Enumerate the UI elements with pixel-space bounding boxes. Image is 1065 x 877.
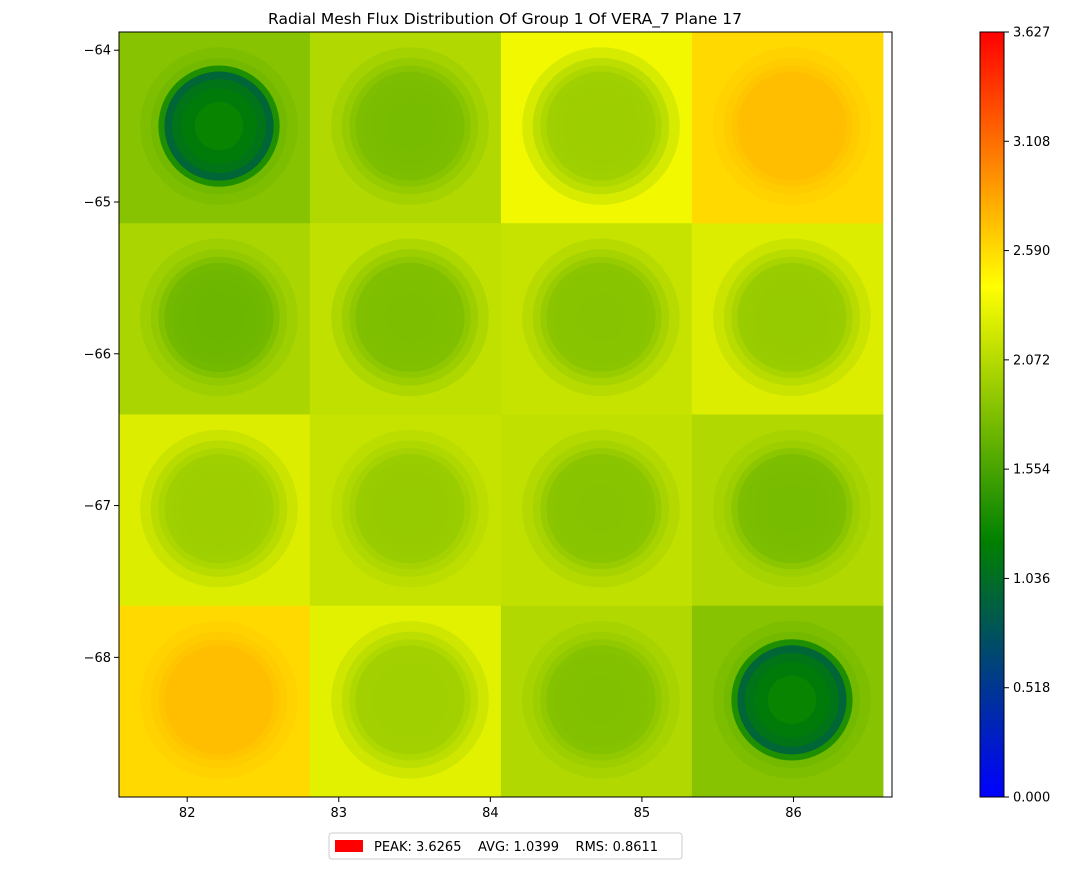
colorbar-tick-label: 1.036 bbox=[1013, 572, 1050, 587]
colorbar-tick-label: 3.627 bbox=[1013, 26, 1050, 41]
pin-cell bbox=[119, 32, 311, 224]
chart-title: Radial Mesh Flux Distribution Of Group 1… bbox=[268, 10, 742, 29]
x-tick-label: 86 bbox=[785, 806, 802, 821]
colorbar-tick-label: 1.554 bbox=[1013, 463, 1050, 478]
flux-ring bbox=[194, 675, 244, 725]
flux-ring bbox=[385, 675, 435, 725]
y-axis: −64 −65 −66 −67 −68 bbox=[84, 44, 119, 666]
pin-cell bbox=[309, 223, 502, 415]
plot-area bbox=[119, 32, 884, 797]
pin-cell bbox=[691, 414, 884, 607]
colorbar-tick-label: 2.590 bbox=[1013, 244, 1050, 259]
pin-cell bbox=[309, 605, 502, 797]
pin-cell bbox=[309, 32, 502, 224]
pin-cell bbox=[691, 605, 884, 797]
stats-legend: PEAK: 3.6265 AVG: 1.0399 RMS: 0.8611 bbox=[328, 832, 683, 860]
flux-ring bbox=[194, 293, 244, 342]
y-tick-label: −65 bbox=[84, 196, 111, 211]
x-tick-label: 85 bbox=[634, 806, 651, 821]
pin-cell bbox=[500, 414, 693, 607]
colorbar-tick-label: 0.518 bbox=[1013, 681, 1050, 696]
flux-ring bbox=[194, 484, 244, 533]
pin-cell bbox=[500, 32, 693, 224]
flux-ring bbox=[767, 675, 817, 725]
colorbar bbox=[979, 31, 1005, 798]
pin-cell bbox=[691, 32, 884, 224]
x-tick-label: 84 bbox=[482, 806, 499, 821]
flux-ring bbox=[767, 293, 817, 342]
flux-ring bbox=[576, 675, 626, 725]
legend-swatch bbox=[335, 840, 363, 852]
flux-ring bbox=[767, 101, 817, 151]
colorbar-tick-label: 0.000 bbox=[1013, 791, 1050, 806]
flux-ring bbox=[385, 101, 435, 151]
y-tick-label: −68 bbox=[84, 651, 111, 666]
legend-box bbox=[328, 832, 683, 860]
flux-ring bbox=[385, 293, 435, 342]
pin-cell bbox=[500, 223, 693, 415]
flux-ring bbox=[576, 101, 626, 151]
y-tick-label: −66 bbox=[84, 347, 111, 362]
pin-cell bbox=[309, 414, 502, 607]
flux-ring bbox=[385, 484, 435, 533]
y-tick-label: −64 bbox=[84, 44, 111, 59]
x-tick-label: 82 bbox=[179, 806, 196, 821]
flux-ring bbox=[576, 484, 626, 533]
plot-frame bbox=[118, 31, 893, 798]
colorbar-tick-label: 2.072 bbox=[1013, 353, 1050, 368]
pin-cell bbox=[119, 605, 311, 797]
pin-cell bbox=[500, 605, 693, 797]
flux-ring bbox=[767, 484, 817, 533]
x-axis: 82 83 84 85 86 bbox=[179, 797, 802, 821]
flux-ring bbox=[194, 101, 244, 151]
x-tick-label: 83 bbox=[331, 806, 348, 821]
pin-cell bbox=[119, 223, 311, 415]
pin-cell bbox=[691, 223, 884, 415]
pin-cell bbox=[119, 414, 311, 607]
flux-ring bbox=[576, 293, 626, 342]
y-tick-label: −67 bbox=[84, 499, 111, 514]
legend-text: PEAK: 3.6265 AVG: 1.0399 RMS: 0.8611 bbox=[374, 840, 658, 855]
colorbar-tick-label: 3.108 bbox=[1013, 135, 1050, 150]
colorbar-ticks: 0.000 0.518 1.036 1.554 2.072 2.590 3.108 3.627 bbox=[1004, 26, 1050, 806]
